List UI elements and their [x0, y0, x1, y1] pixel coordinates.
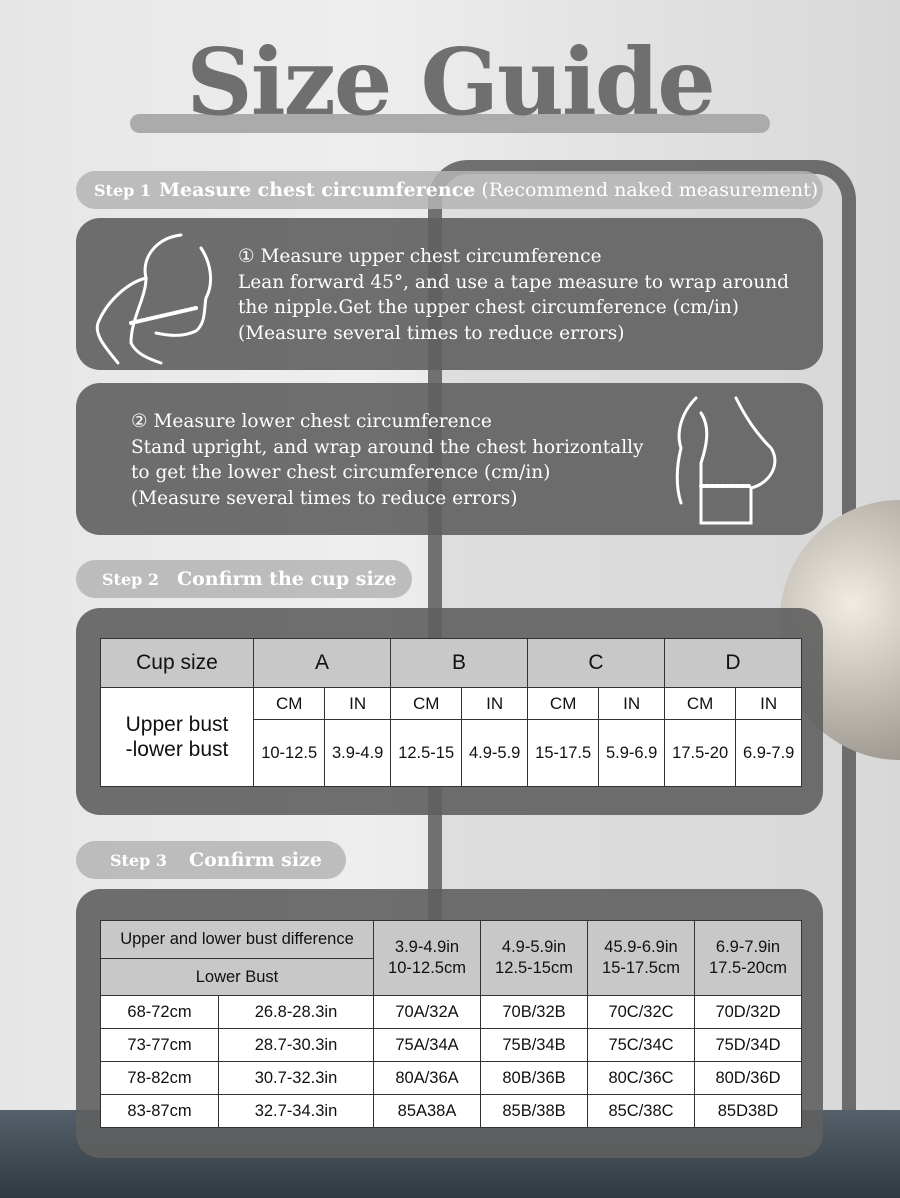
size-cell: 75D/34D: [694, 1028, 802, 1062]
size-cell: 70C/32C: [587, 995, 695, 1029]
header-in: 4.9-5.9in: [501, 938, 567, 956]
header-cm: 17.5-20cm: [709, 959, 787, 977]
lower-bust-in: 26.8-28.3in: [218, 995, 374, 1029]
value-cell: 12.5-15: [389, 719, 463, 787]
value-cell: 5.9-6.9: [598, 719, 665, 787]
lower-step-text: to get the lower chest circumference (cm…: [131, 462, 551, 483]
step-title: Confirm size: [189, 849, 322, 871]
size-cell: 80A/36A: [373, 1061, 481, 1095]
value-cell: 3.9-4.9: [324, 719, 391, 787]
cup-header: B: [389, 638, 528, 688]
header-in: 3.9-4.9in: [394, 938, 460, 956]
value-cell: 15-17.5: [526, 719, 600, 787]
step-title: Measure chest circumference: [159, 179, 476, 201]
upper-step-text: Lean forward 45°, and use a tape measure…: [238, 271, 789, 293]
cup-size-header: Cup size: [100, 638, 254, 688]
row-label-line: -lower bust: [125, 738, 229, 761]
lower-bust-cm: 83-87cm: [100, 1094, 219, 1128]
value-cell: 6.9-7.9: [735, 719, 802, 787]
row-label: Upper bust -lower bust: [100, 687, 254, 787]
lower-bust-in: 32.7-34.3in: [218, 1094, 374, 1128]
lower-bust-cm: 73-77cm: [100, 1028, 219, 1062]
header-cm: 15-17.5cm: [602, 959, 680, 977]
size-cell: 70B/32B: [480, 995, 588, 1029]
unit-cell: IN: [735, 687, 802, 720]
unit-cell: CM: [252, 687, 326, 720]
unit-cell: IN: [324, 687, 391, 720]
step-note: (Recommend naked measurement): [481, 179, 819, 201]
step1-label: Step 1 Measure chest circumference (Reco…: [76, 171, 823, 209]
difference-column-header: 6.9-7.9in 17.5-20cm: [694, 920, 802, 996]
lower-bust-cm: 78-82cm: [100, 1061, 219, 1095]
value-cell: 17.5-20: [663, 719, 737, 787]
lower-step-text: Stand upright, and wrap around the chest…: [131, 436, 644, 458]
size-cell: 85A38A: [373, 1094, 481, 1128]
unit-cell: IN: [598, 687, 665, 720]
table-row: 78-82cm 30.7-32.3in 80A/36A 80B/36B 80C/36C 8…: [100, 1061, 802, 1095]
header-in: 45.9-6.9in: [604, 938, 678, 956]
size-cell: 75B/34B: [480, 1028, 588, 1062]
step3-label: Step 3 Confirm size: [76, 841, 346, 879]
step-number: Step 2: [102, 569, 160, 589]
lower-chest-panel: ② Measure lower chest circumference Stan…: [76, 383, 823, 535]
value-cell: 4.9-5.9: [461, 719, 528, 787]
upper-step-heading: ① Measure upper chest circumference: [238, 246, 602, 267]
step-title: Confirm the cup size: [177, 568, 397, 590]
difference-column-header: 4.9-5.9in 12.5-15cm: [480, 920, 588, 996]
table-row: 68-72cm 26.8-28.3in 70A/32A 70B/32B 70C/32C 7…: [100, 995, 802, 1029]
lower-chest-figure-icon: [675, 396, 777, 525]
lower-step-heading: ② Measure lower chest circumference: [131, 411, 492, 432]
cup-header: A: [253, 638, 391, 688]
size-cell: 75C/34C: [587, 1028, 695, 1062]
table-row: 73-77cm 28.7-30.3in 75A/34A 75B/34B 75C/34C 7…: [100, 1028, 802, 1062]
bust-difference-header: Upper and lower bust difference: [100, 920, 374, 959]
upper-step-text: the nipple.Get the upper chest circumfer…: [238, 297, 739, 318]
unit-cell: IN: [461, 687, 528, 720]
step-number: Step 3: [110, 850, 168, 870]
unit-cell: CM: [663, 687, 737, 720]
table-row: 83-87cm 32.7-34.3in 85A38A 85B/38B 85C/38C 85…: [100, 1094, 802, 1128]
cup-size-table: Cup size A B C D Upper bust -lower bust C…: [100, 638, 803, 787]
title-underline: [130, 114, 770, 133]
row-label-line: Upper bust: [125, 713, 229, 736]
step-number: Step 1: [94, 180, 152, 200]
header-in: 6.9-7.9in: [715, 938, 781, 956]
lower-step-note: (Measure several times to reduce errors): [131, 487, 518, 509]
lower-bust-in: 30.7-32.3in: [218, 1061, 374, 1095]
size-cell: 85B/38B: [480, 1094, 588, 1128]
difference-column-header: 45.9-6.9in 15-17.5cm: [587, 920, 695, 996]
upper-step-note: (Measure several times to reduce errors): [238, 322, 625, 344]
size-cell: 80B/36B: [480, 1061, 588, 1095]
size-cell: 85D38D: [694, 1094, 802, 1128]
lower-bust-cm: 68-72cm: [100, 995, 219, 1029]
header-cm: 10-12.5cm: [388, 959, 466, 977]
header-cm: 12.5-15cm: [495, 959, 573, 977]
size-cell: 85C/38C: [587, 1094, 695, 1128]
size-cell: 70A/32A: [373, 995, 481, 1029]
value-cell: 10-12.5: [252, 719, 326, 787]
size-cell: 80D/36D: [694, 1061, 802, 1095]
unit-cell: CM: [389, 687, 463, 720]
page-title: Size Guide: [186, 28, 715, 136]
cup-header: C: [526, 638, 665, 688]
step2-label: Step 2 Confirm the cup size: [76, 560, 412, 598]
upper-chest-figure-icon: [95, 233, 213, 365]
cup-header: D: [663, 638, 803, 688]
upper-chest-panel: ① Measure upper chest circumference Lean…: [76, 218, 823, 370]
size-cell: 75A/34A: [373, 1028, 481, 1062]
lower-bust-in: 28.7-30.3in: [218, 1028, 374, 1062]
size-table: Upper and lower bust difference 3.9-4.9i…: [100, 920, 802, 1128]
unit-cell: CM: [526, 687, 600, 720]
lower-bust-header: Lower Bust: [100, 958, 374, 996]
size-cell: 80C/36C: [587, 1061, 695, 1095]
difference-column-header: 3.9-4.9in 10-12.5cm: [373, 920, 481, 996]
size-cell: 70D/32D: [694, 995, 802, 1029]
